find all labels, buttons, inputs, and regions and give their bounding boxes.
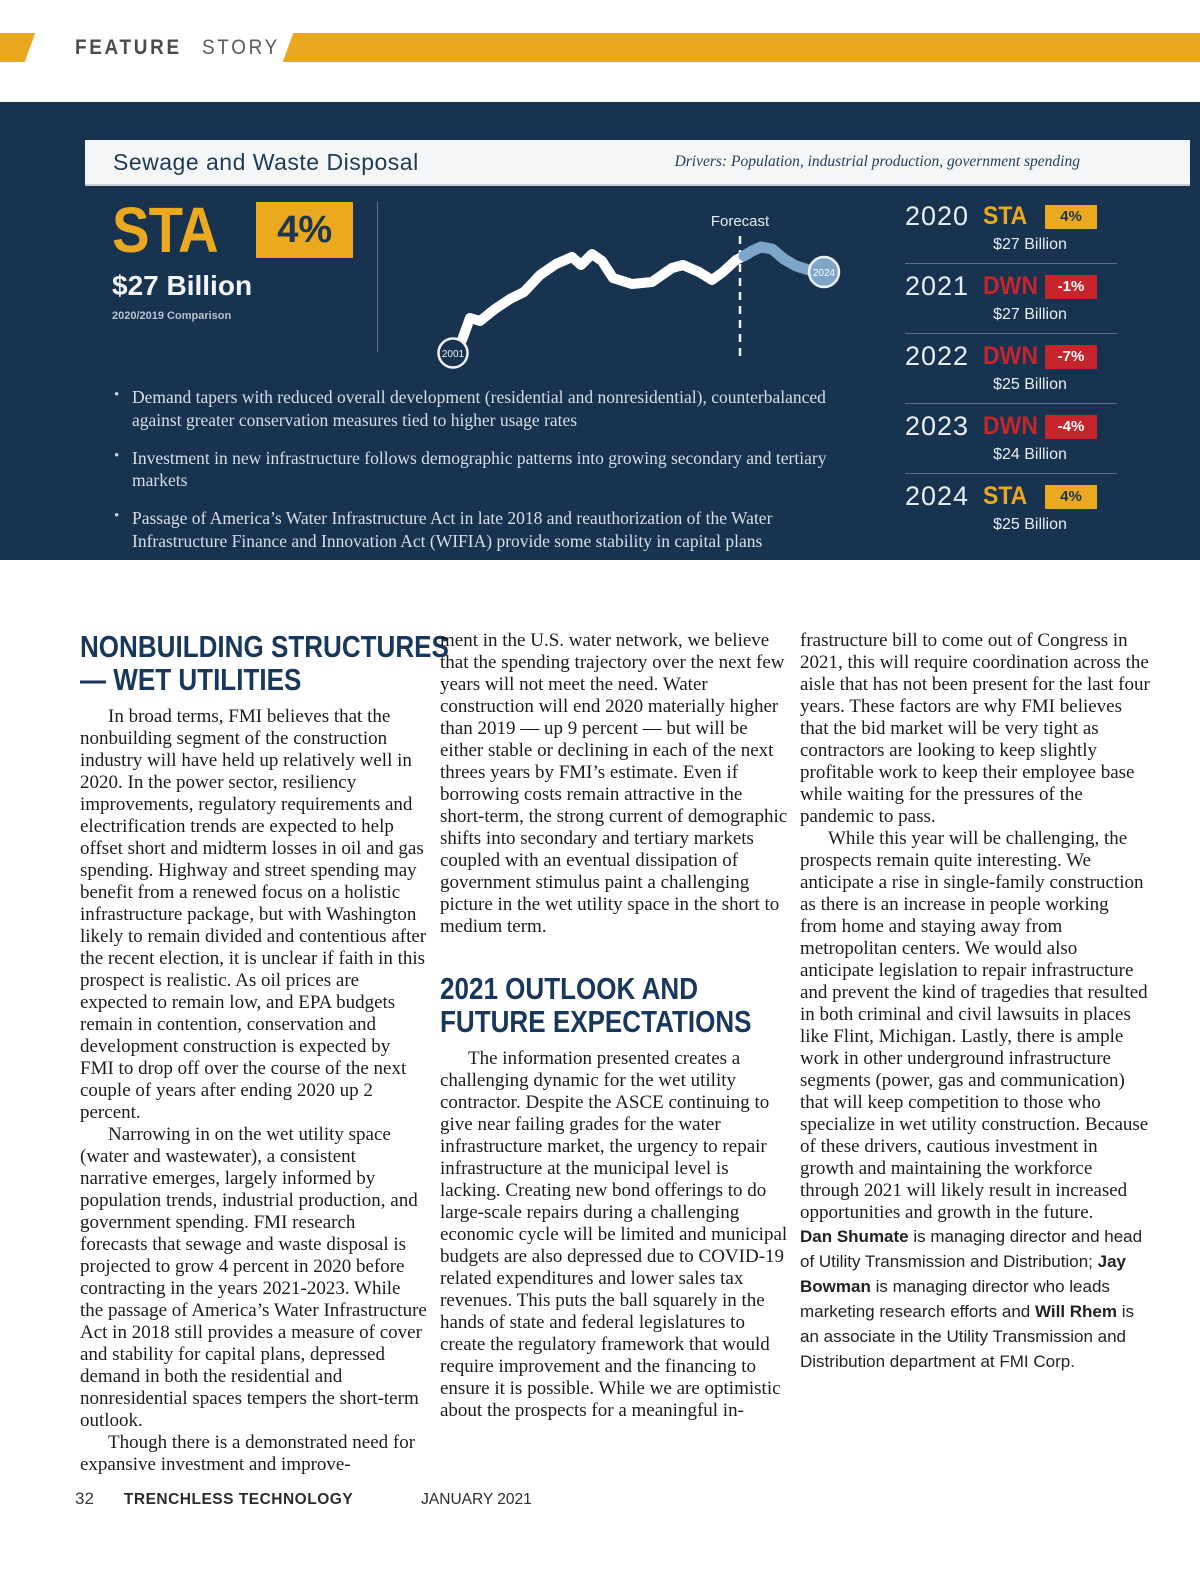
bio-text: is an associate in the Utility Transmiss…	[800, 1302, 1135, 1371]
year-label: 2024	[905, 481, 970, 511]
key-point: Investment in new infrastructure follows…	[110, 447, 868, 493]
year-row-2021: 2021 DWN -1% $27 Billion	[905, 263, 1117, 333]
status-label: DWN	[983, 272, 1038, 300]
body-paragraph: In broad terms, FMI believes that the no…	[80, 706, 427, 1123]
headline-amount: $27 Billion	[112, 270, 253, 301]
status-label: DWN	[983, 412, 1038, 440]
forecast-trend-line	[738, 241, 829, 278]
article-column-3: frastructure bill to come out of Congres…	[800, 630, 1150, 1374]
body-paragraph: ment in the U.S. water network, we belie…	[440, 630, 788, 937]
article-column-2: ment in the U.S. water network, we belie…	[440, 630, 788, 1422]
author-name: Dan Shumate	[800, 1227, 909, 1246]
year-label: 2022	[905, 341, 970, 371]
kicker: FEATURE STORY	[75, 33, 288, 62]
page-number: 32	[75, 1489, 94, 1508]
magazine-name: TRENCHLESS TECHNOLOGY	[123, 1491, 354, 1508]
amount-label: $25 Billion	[993, 516, 1067, 533]
author-bio: Dan Shumate is managing director and hea…	[800, 1224, 1150, 1374]
year-label: 2021	[905, 271, 970, 301]
headline-comparison-note: 2020/2019 Comparison	[112, 310, 232, 322]
kicker-label-light: STORY	[201, 35, 280, 59]
bio-text: is managing director and head of Utility…	[800, 1227, 1143, 1271]
headline-status: STA	[112, 194, 219, 266]
status-label: STA	[983, 202, 1028, 230]
author-name: Will Rhem	[1034, 1302, 1118, 1321]
headline-percent-badge: 4%	[256, 202, 354, 258]
percent-badge: -1%	[1045, 274, 1097, 299]
body-paragraph: While this year will be challenging, the…	[800, 828, 1149, 1223]
panel-title: Sewage and Waste Disposal	[113, 148, 419, 175]
amount-label: $25 Billion	[993, 376, 1067, 393]
amount-label: $27 Billion	[993, 236, 1067, 253]
year-row-2022: 2022 DWN -7% $25 Billion	[905, 333, 1117, 403]
percent-badge: 4%	[1045, 204, 1097, 229]
article-column-1: NONBUILDING STRUCTURES — WET UTILITIES I…	[80, 629, 449, 1476]
bio-text: is managing director who leads marketing…	[800, 1277, 1110, 1321]
body-paragraph: frastructure bill to come out of Congres…	[800, 630, 1150, 827]
amount-label: $24 Billion	[993, 446, 1067, 463]
year-row-2020: 2020 STA 4% $27 Billion	[905, 194, 1117, 263]
status-label: DWN	[983, 342, 1038, 370]
key-point: Passage of America’s Water Infrastructur…	[110, 507, 868, 553]
historical-trend-line	[448, 249, 749, 358]
percent-badge: -4%	[1045, 414, 1097, 439]
key-points-list: Demand tapers with reduced overall devel…	[110, 386, 868, 568]
trend-sparkline: Forecast 2001 2024	[437, 213, 841, 369]
panel-title-strip: Sewage and Waste Disposal Drivers: Popul…	[85, 140, 1190, 186]
year-label: 2020	[905, 201, 970, 231]
heading-line: 2021 OUTLOOK AND	[440, 971, 699, 1006]
key-point: Demand tapers with reduced overall devel…	[110, 386, 868, 432]
heading-line: NONBUILDING STRUCTURES	[80, 629, 449, 664]
heading-line: FUTURE EXPECTATIONS	[440, 1004, 752, 1039]
end-year-label: 2024	[813, 268, 836, 279]
headline-stat: STA 4% $27 Billion 2020/2019 Comparison	[112, 194, 354, 322]
section-heading-nonbuilding: NONBUILDING STRUCTURES — WET UTILITIES	[80, 629, 449, 697]
yearly-forecast-list: 2020 STA 4% $27 Billion 2021 DWN -1% $27…	[905, 194, 1117, 543]
section-heading-outlook: 2021 OUTLOOK AND FUTURE EXPECTATIONS	[440, 972, 788, 1038]
kicker-label-bold: FEATURE	[75, 35, 182, 59]
start-year-label: 2001	[442, 349, 465, 360]
amount-label: $27 Billion	[993, 306, 1067, 323]
panel-drivers-note: Drivers: Population, industrial producti…	[674, 153, 1080, 170]
start-year-marker	[437, 337, 469, 369]
forecast-label: Forecast	[711, 213, 770, 230]
body-paragraph: The information presented creates a chal…	[440, 1048, 788, 1421]
status-label: STA	[983, 482, 1028, 510]
vertical-divider	[377, 202, 378, 352]
infographic-panel: Sewage and Waste Disposal Drivers: Popul…	[0, 102, 1200, 560]
page-footer: 32 TRENCHLESS TECHNOLOGY JANUARY 2021	[75, 1489, 675, 1509]
percent-badge: 4%	[1045, 484, 1097, 509]
percent-badge: -7%	[1045, 344, 1097, 369]
year-label: 2023	[905, 411, 970, 441]
end-year-marker	[807, 255, 841, 289]
body-paragraph: Though there is a demonstrated need for …	[80, 1432, 416, 1475]
year-row-2024: 2024 STA 4% $25 Billion	[905, 473, 1117, 543]
year-row-2023: 2023 DWN -4% $24 Billion	[905, 403, 1117, 473]
heading-line: — WET UTILITIES	[80, 662, 302, 697]
issue-date: JANUARY 2021	[421, 1491, 532, 1508]
author-name: Jay Bowman	[800, 1252, 1126, 1296]
body-paragraph: Narrowing in on the wet utility space (w…	[80, 1124, 427, 1431]
